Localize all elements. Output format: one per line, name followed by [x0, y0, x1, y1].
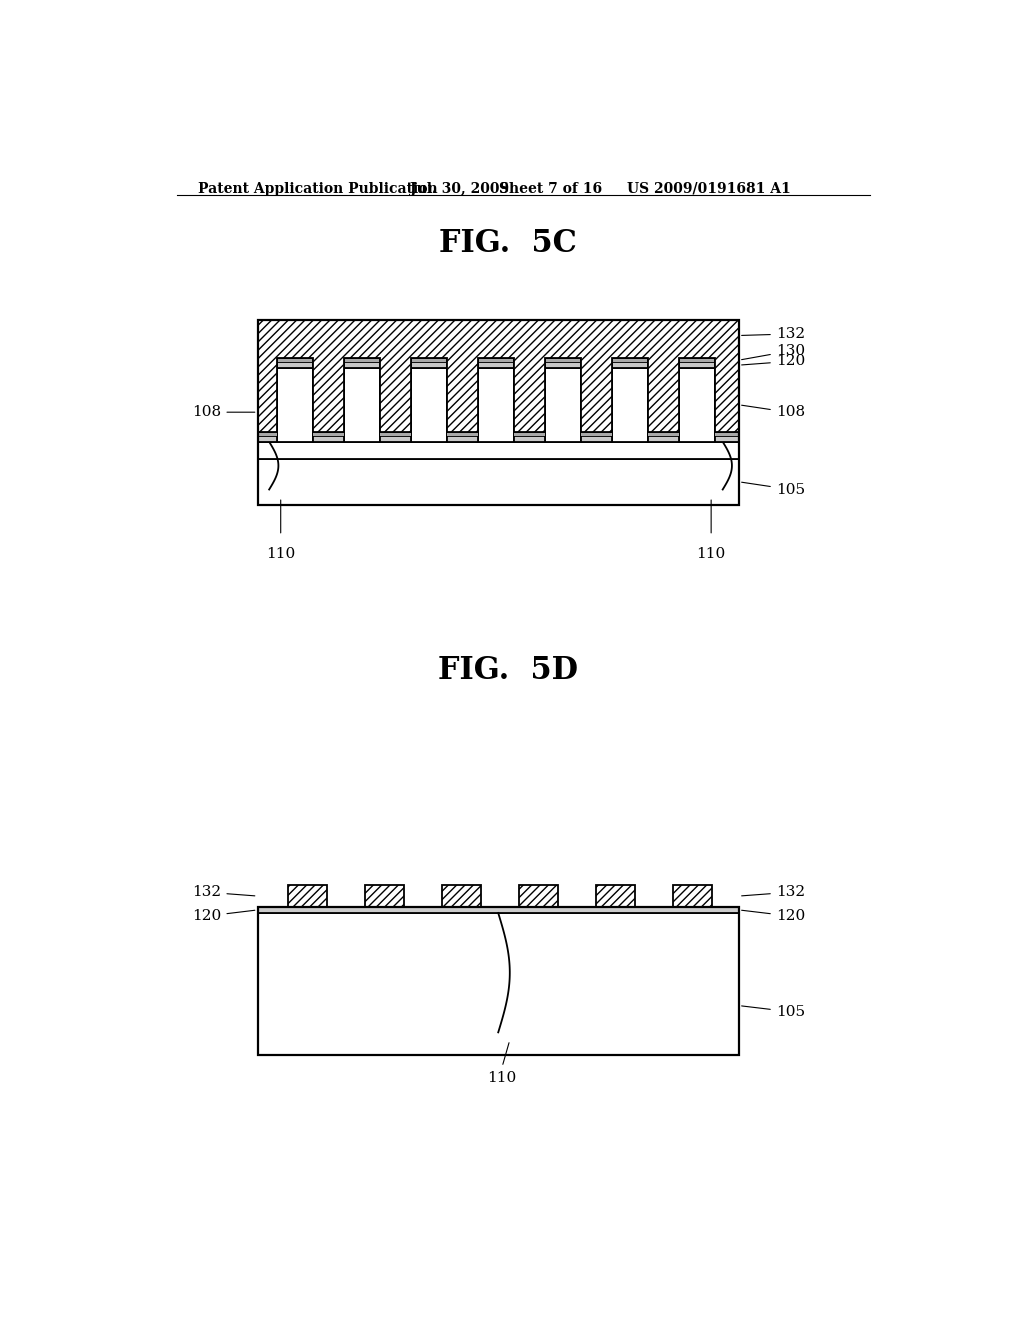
Text: 108: 108 — [741, 405, 805, 420]
Bar — [258, 459, 739, 506]
Text: Jul. 30, 2009: Jul. 30, 2009 — [410, 182, 509, 195]
Bar — [344, 368, 380, 442]
Text: 110: 110 — [266, 548, 295, 561]
Text: Sheet 7 of 16: Sheet 7 of 16 — [499, 182, 602, 195]
Bar — [478, 368, 514, 442]
Bar — [679, 368, 715, 442]
Bar — [596, 886, 635, 907]
Text: 120: 120 — [193, 909, 255, 923]
Text: US 2009/0191681 A1: US 2009/0191681 A1 — [628, 182, 791, 195]
Bar — [442, 886, 481, 907]
Bar — [611, 368, 648, 442]
Text: 120: 120 — [741, 354, 805, 368]
Text: 110: 110 — [696, 548, 726, 561]
Bar — [545, 368, 581, 442]
Polygon shape — [258, 358, 739, 437]
Text: 105: 105 — [741, 482, 805, 496]
Text: 120: 120 — [741, 909, 805, 923]
Bar — [258, 907, 739, 913]
Text: FIG.  5D: FIG. 5D — [438, 655, 578, 686]
Bar — [289, 886, 327, 907]
Bar — [258, 442, 739, 459]
Bar — [276, 368, 313, 442]
Bar — [258, 913, 739, 1056]
Text: 130: 130 — [741, 345, 805, 359]
Bar — [674, 886, 712, 907]
Polygon shape — [258, 363, 739, 442]
Bar — [258, 321, 739, 506]
Polygon shape — [258, 321, 739, 432]
Bar — [258, 907, 739, 1056]
Text: Patent Application Publication: Patent Application Publication — [199, 182, 438, 195]
Bar — [519, 886, 558, 907]
Text: 132: 132 — [741, 886, 805, 899]
Bar — [411, 368, 447, 442]
Bar — [366, 886, 403, 907]
Text: 105: 105 — [741, 1005, 805, 1019]
Text: 132: 132 — [193, 886, 255, 899]
Text: 108: 108 — [193, 405, 255, 420]
Text: 110: 110 — [487, 1071, 517, 1085]
Text: 132: 132 — [741, 327, 805, 341]
Text: FIG.  5C: FIG. 5C — [439, 227, 577, 259]
